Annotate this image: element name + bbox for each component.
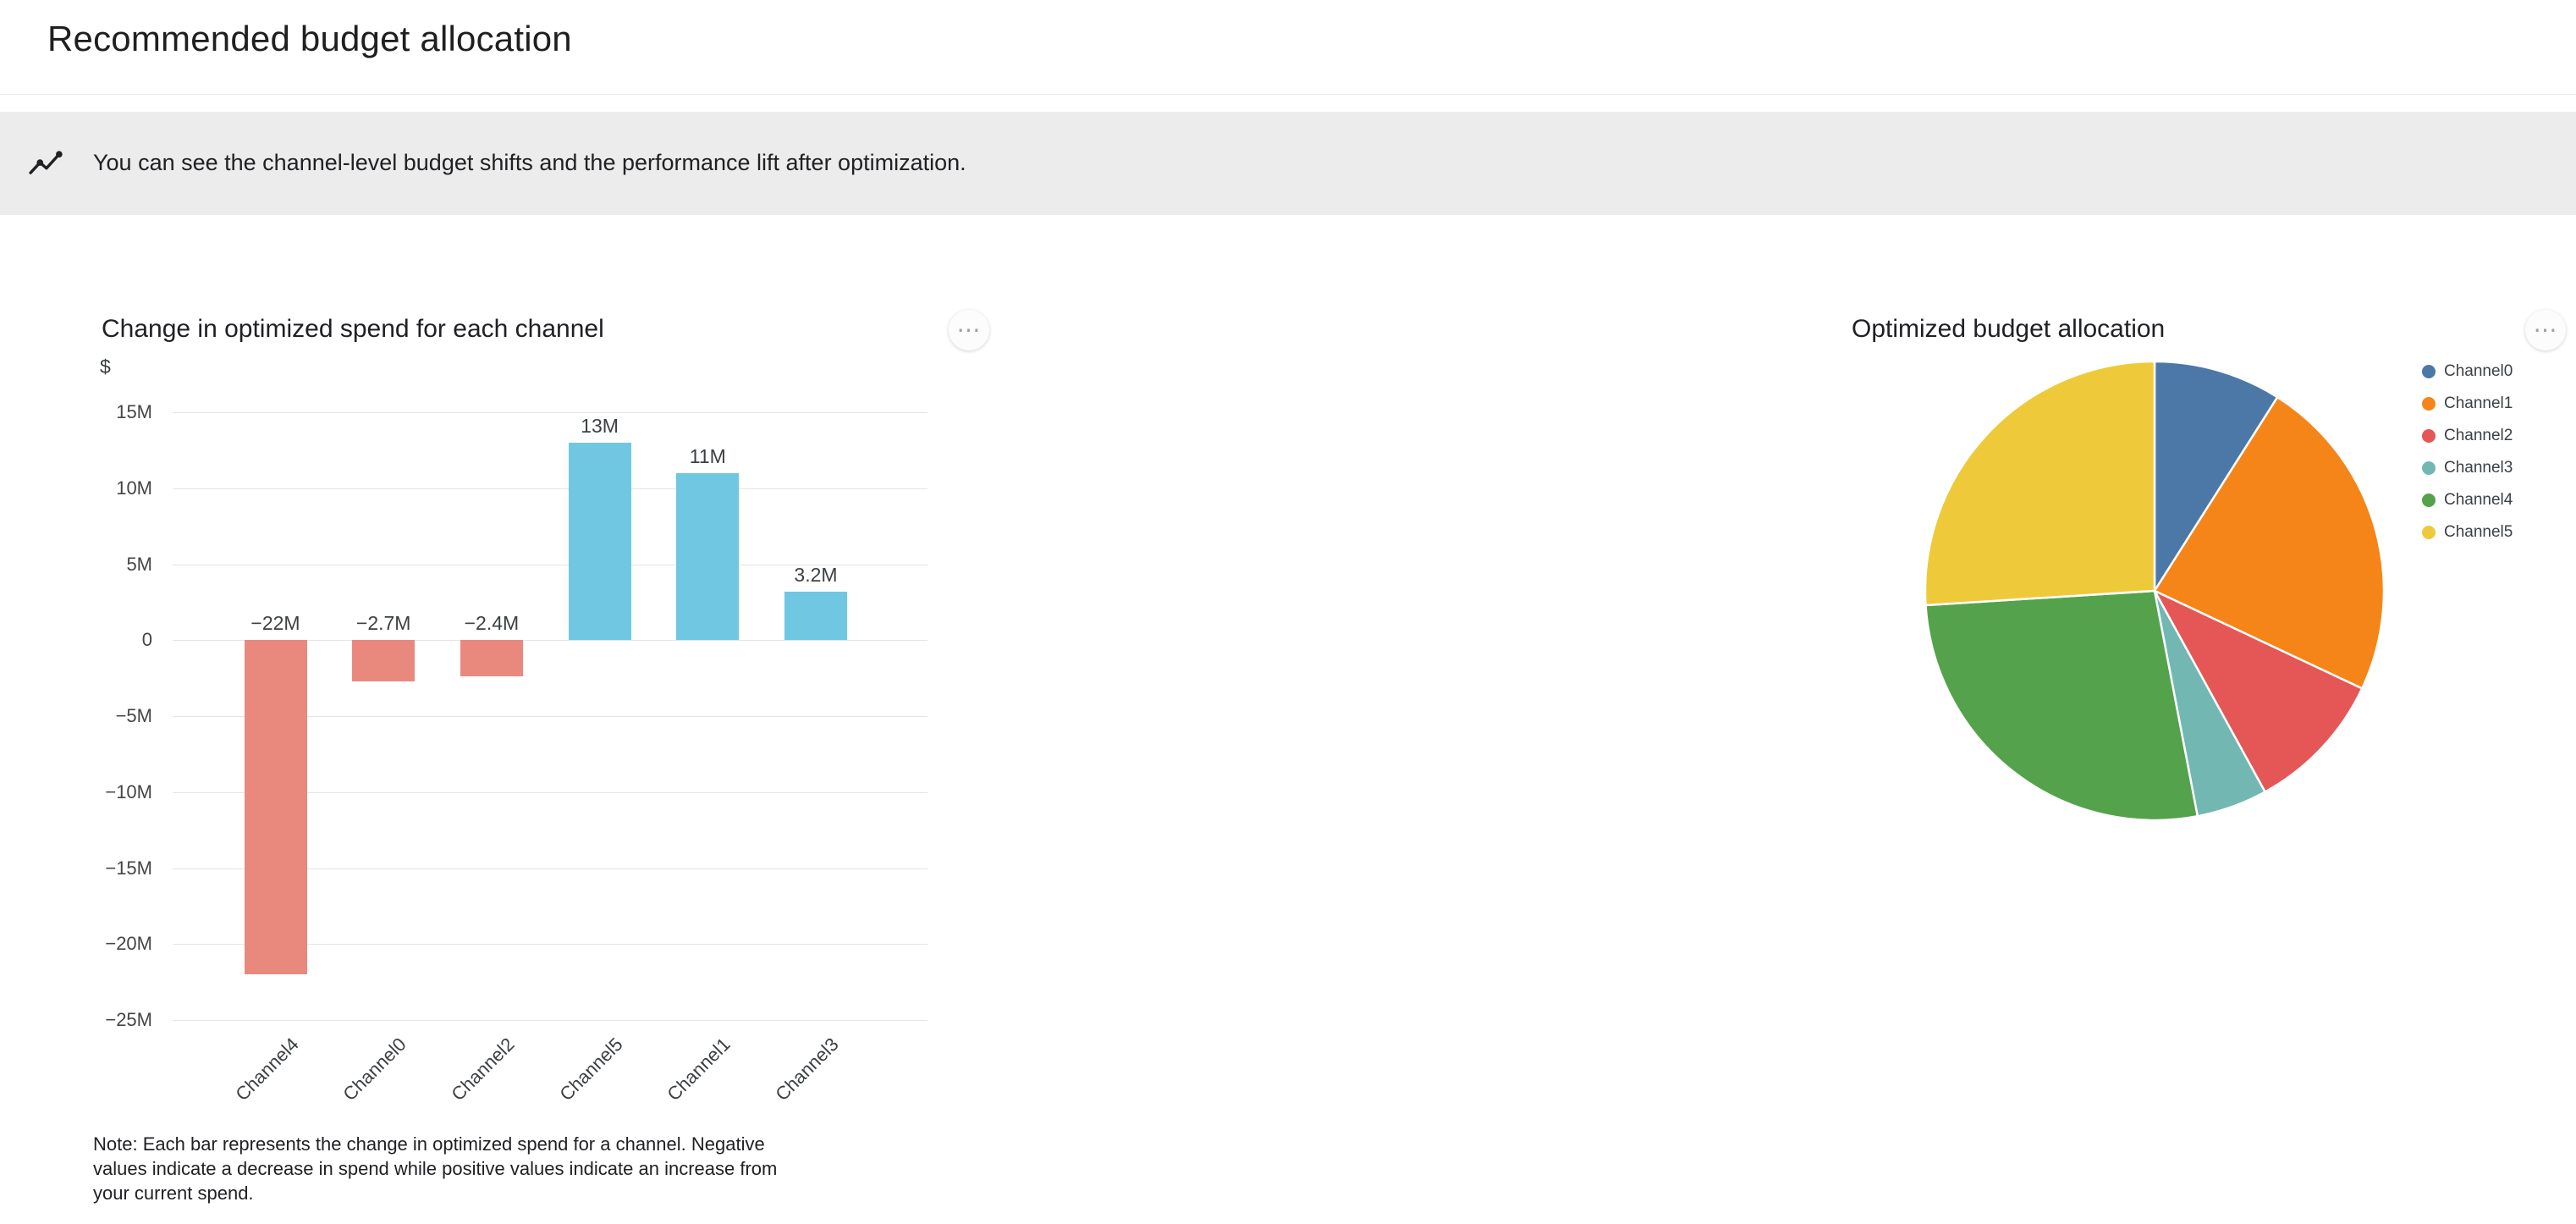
bar bbox=[568, 442, 631, 641]
bar-value-label: −2.7M bbox=[355, 612, 411, 635]
y-axis-tick-label: 15M bbox=[116, 401, 152, 422]
page-title: Recommended budget allocation bbox=[47, 19, 572, 58]
legend-swatch bbox=[2422, 429, 2436, 443]
legend-label: Channel5 bbox=[2444, 523, 2513, 541]
legend-item: Channel5 bbox=[2422, 516, 2513, 549]
bar-chart-note: Note: Each bar represents the change in … bbox=[93, 1133, 778, 1204]
bar bbox=[784, 591, 847, 641]
y-axis-tick-label: −15M bbox=[105, 857, 152, 879]
y-axis-tick-label: −5M bbox=[115, 705, 152, 726]
info-banner-text: You can see the channel-level budget shi… bbox=[93, 150, 966, 175]
bar bbox=[244, 640, 307, 975]
legend-item: Channel1 bbox=[2422, 388, 2513, 420]
bar bbox=[676, 472, 740, 641]
legend-label: Channel4 bbox=[2444, 491, 2513, 509]
legend-swatch bbox=[2422, 461, 2436, 475]
pie-chart bbox=[1924, 360, 2386, 822]
bar-plot-area: −22M −2.7M −2.4M 13M 11M 3.2M bbox=[173, 412, 927, 1021]
bar-chart-y-axis-unit: $ bbox=[100, 356, 111, 378]
page-header: Recommended budget allocation bbox=[0, 0, 2576, 95]
bar-value-label: 3.2M bbox=[794, 563, 838, 586]
legend-item: Channel2 bbox=[2422, 420, 2513, 452]
legend-label: Channel3 bbox=[2444, 459, 2513, 477]
legend-swatch bbox=[2422, 493, 2436, 507]
gridline bbox=[173, 412, 927, 413]
gridline bbox=[173, 716, 927, 717]
legend-item: Channel4 bbox=[2422, 484, 2513, 516]
gridline bbox=[173, 1020, 927, 1021]
legend-label: Channel1 bbox=[2444, 394, 2513, 412]
gridline bbox=[173, 868, 927, 869]
y-axis-tick-label: 5M bbox=[126, 553, 152, 575]
legend-item: Channel0 bbox=[2422, 356, 2513, 388]
gridline bbox=[173, 944, 927, 946]
bar-chart-menu-button[interactable]: ⋯ bbox=[949, 310, 989, 350]
pie-slice-channel1 bbox=[2153, 395, 2386, 691]
pie-slice-channel5 bbox=[1924, 360, 2156, 607]
y-axis-tick-label: −25M bbox=[105, 1009, 152, 1030]
pie-chart-title: Optimized budget allocation bbox=[1852, 315, 2166, 343]
legend-label: Channel0 bbox=[2444, 362, 2513, 380]
pie-slice-channel2 bbox=[2152, 588, 2364, 794]
legend-label: Channel2 bbox=[2444, 427, 2513, 444]
y-axis-tick-label: 0 bbox=[141, 629, 152, 651]
gridline bbox=[173, 791, 927, 793]
bar-chart-title: Change in optimized spend for each chann… bbox=[102, 315, 604, 343]
y-axis-tick-label: −20M bbox=[105, 933, 152, 955]
legend-swatch bbox=[2422, 397, 2436, 411]
legend-item: Channel3 bbox=[2422, 452, 2513, 484]
pie-slice-channel4 bbox=[1924, 589, 2199, 822]
legend-swatch bbox=[2422, 526, 2436, 539]
bar bbox=[352, 640, 416, 681]
bar-value-label: 13M bbox=[581, 414, 619, 437]
gridline bbox=[173, 488, 927, 489]
bar-value-label: −22M bbox=[250, 612, 300, 635]
pie-chart-menu-button[interactable]: ⋯ bbox=[2525, 310, 2566, 350]
bar-value-label: −2.4M bbox=[464, 612, 520, 635]
y-axis-tick-label: −10M bbox=[105, 780, 152, 802]
y-axis-tick-label: 10M bbox=[116, 477, 152, 499]
bar bbox=[460, 640, 523, 677]
info-banner: You can see the channel-level budget shi… bbox=[0, 112, 2576, 215]
pie-slice-channel0 bbox=[2153, 360, 2279, 595]
legend-swatch bbox=[2422, 365, 2436, 378]
bar-value-label: 11M bbox=[689, 444, 726, 467]
pie-legend: Channel0 Channel1 Channel2 Channel3 Channel4… bbox=[2422, 356, 2513, 549]
gridline bbox=[173, 640, 927, 642]
insights-icon bbox=[29, 151, 63, 174]
